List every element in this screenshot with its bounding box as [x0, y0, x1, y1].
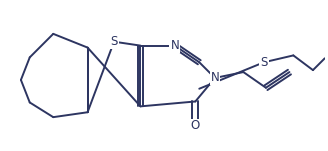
Text: N: N — [171, 39, 179, 52]
Text: S: S — [110, 35, 118, 48]
Text: N: N — [211, 71, 219, 84]
Text: S: S — [260, 56, 268, 69]
Text: O: O — [191, 119, 200, 132]
